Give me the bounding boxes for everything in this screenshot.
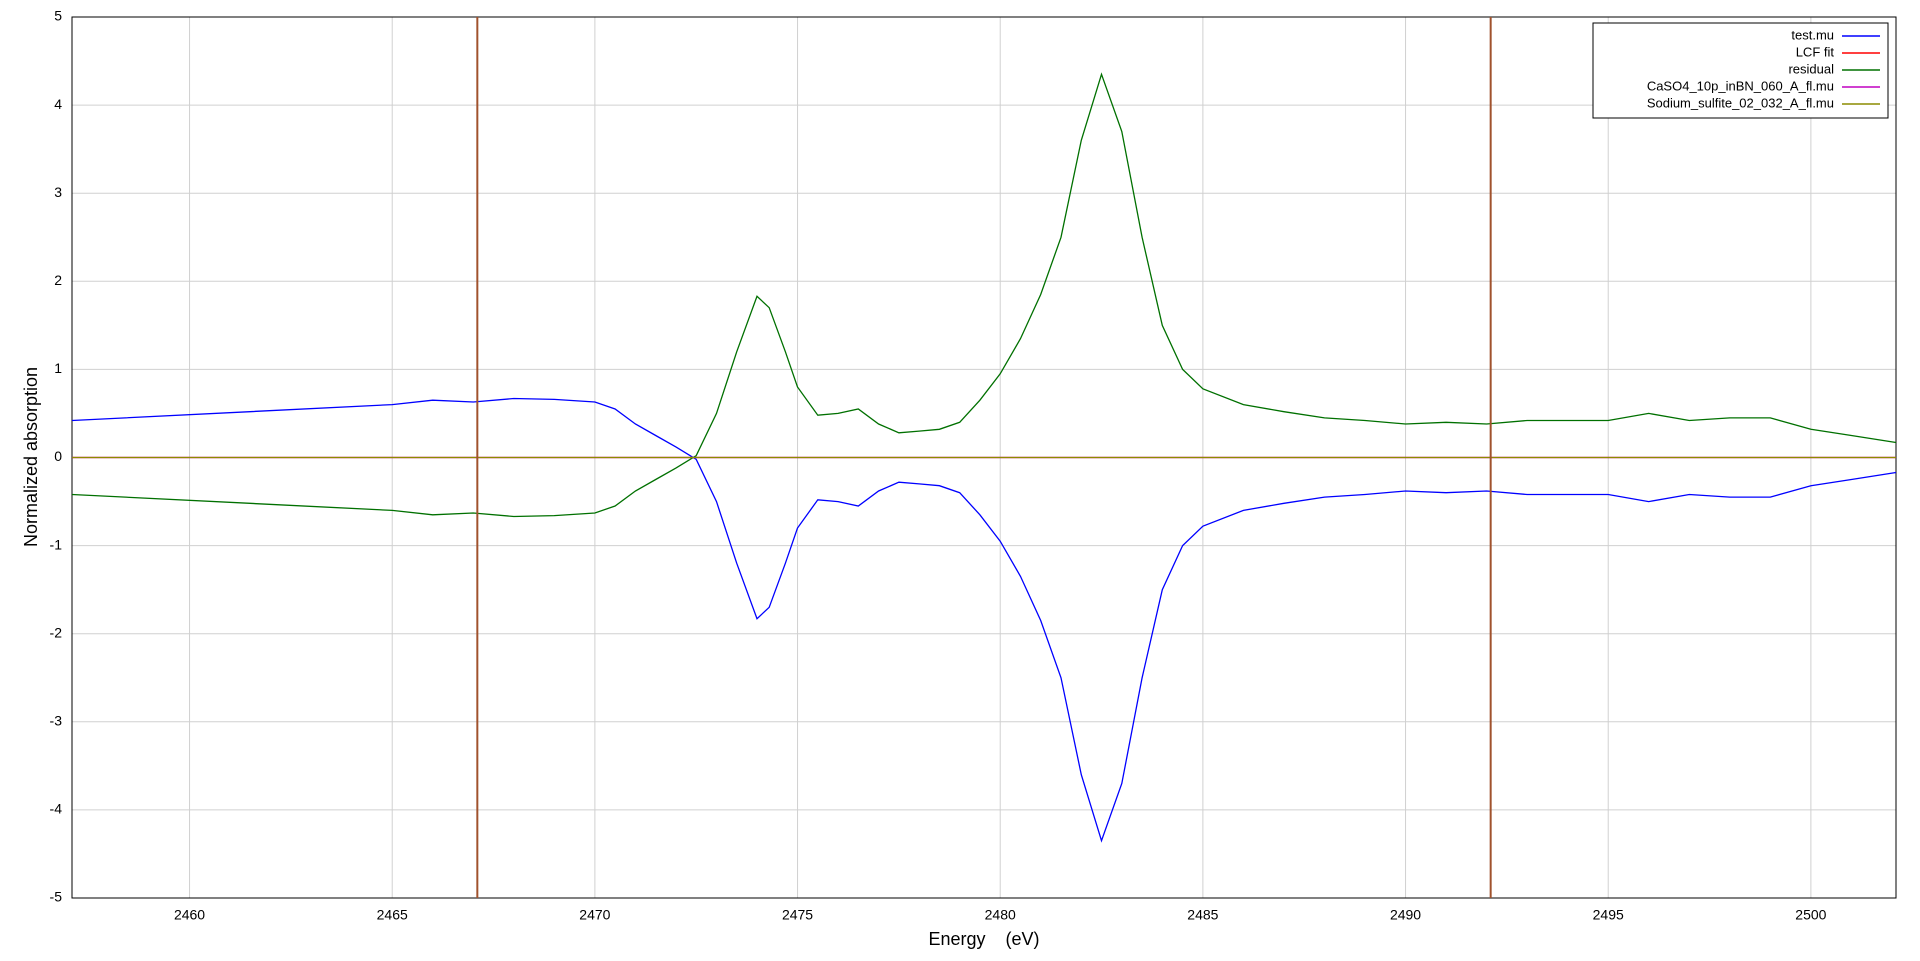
y-tick-label: -5: [50, 889, 63, 905]
y-tick-label: 0: [54, 448, 62, 464]
legend-box: [1592, 22, 1889, 119]
x-tick-label: 2495: [1593, 907, 1624, 923]
x-tick-label: 2485: [1187, 907, 1218, 923]
legend-label: residual: [1788, 61, 1834, 76]
legend-label: Sodium_sulfite_02_032_A_fl.mu: [1647, 95, 1834, 110]
series-line: [71, 72, 1897, 518]
x-tick-label: 2470: [579, 907, 610, 923]
x-tick-label: 2465: [377, 907, 408, 923]
y-tick-label: -3: [50, 713, 63, 729]
y-tick-label: 3: [54, 184, 62, 200]
legend-label: CaSO4_10p_inBN_060_A_fl.mu: [1647, 78, 1834, 93]
y-tick-label: 5: [54, 8, 62, 24]
y-tick-label: -2: [50, 624, 63, 640]
legend-label: test.mu: [1791, 27, 1834, 42]
y-tick-label: 2: [54, 272, 62, 288]
y-tick-label: 4: [54, 96, 62, 112]
x-axis-label: Energy (eV): [928, 929, 1039, 949]
x-tick-label: 2460: [174, 907, 205, 923]
y-tick-label: -1: [50, 536, 63, 552]
x-tick-label: 2480: [985, 907, 1016, 923]
x-tick-label: 2500: [1795, 907, 1826, 923]
series-line: [71, 397, 1897, 843]
x-tick-label: 2475: [782, 907, 813, 923]
legend-label: LCF fit: [1796, 44, 1835, 59]
y-tick-label: -4: [50, 801, 63, 817]
y-tick-label: 1: [54, 360, 62, 376]
x-tick-label: 2490: [1390, 907, 1421, 923]
y-axis-label: Normalized absorption: [21, 367, 41, 547]
